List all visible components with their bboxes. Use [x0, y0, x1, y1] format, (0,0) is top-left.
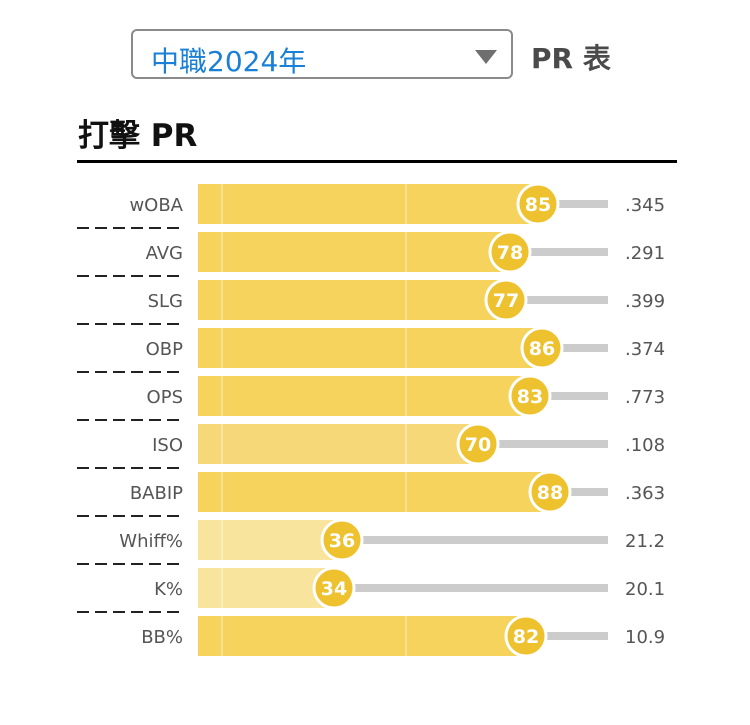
- stat-value-label: .363: [625, 483, 665, 504]
- pr-value-label: 70: [465, 434, 491, 456]
- pr-badge: [508, 374, 552, 418]
- season-select-value: 中職2024年: [151, 45, 307, 78]
- pr-badge: [484, 278, 528, 322]
- category-label: K%: [154, 579, 183, 600]
- pr-badge: [312, 566, 356, 610]
- bar-track: [530, 392, 608, 400]
- pr-value-label: 77: [493, 290, 519, 312]
- pr-value-label: 83: [517, 386, 543, 408]
- category-label: wOBA: [129, 195, 183, 216]
- bar-track: [538, 200, 608, 208]
- bar: [198, 280, 506, 320]
- pr-badge: [488, 230, 532, 274]
- stat-value-label: .399: [625, 291, 665, 312]
- stat-value-label: 20.1: [625, 579, 665, 600]
- pr-value-label: 78: [497, 242, 523, 264]
- bar: [198, 424, 478, 464]
- pr-badge: [320, 518, 364, 562]
- bar: [198, 472, 550, 512]
- bar: [198, 376, 530, 416]
- stat-value-label: .773: [625, 387, 665, 408]
- stat-value-label: .291: [625, 243, 665, 264]
- bar-track: [478, 440, 608, 448]
- bar: [198, 520, 342, 560]
- category-label: Whiff%: [119, 531, 183, 552]
- pr-value-label: 36: [329, 530, 355, 552]
- bar-track: [334, 584, 608, 592]
- stat-value-label: 10.9: [625, 627, 665, 648]
- bar-track: [526, 632, 608, 640]
- chevron-down-icon[interactable]: [475, 50, 497, 64]
- section-title: 打擊 PR: [78, 118, 198, 154]
- stat-value-label: .108: [625, 435, 665, 456]
- pr-badge: [516, 182, 560, 226]
- category-label: SLG: [148, 291, 183, 312]
- pr-value-label: 34: [321, 578, 347, 600]
- bar-track: [550, 488, 608, 496]
- category-label: AVG: [146, 243, 183, 264]
- category-label: OPS: [147, 387, 183, 408]
- section-divider: [77, 160, 677, 163]
- bar: [198, 328, 542, 368]
- pr-table-label: PR 表: [531, 42, 611, 75]
- pr-badge: [528, 470, 572, 514]
- pr-value-label: 88: [537, 482, 563, 504]
- bar-track: [542, 344, 608, 352]
- category-label: OBP: [146, 339, 184, 360]
- season-select[interactable]: 中職2024年: [131, 29, 513, 79]
- stat-value-label: .345: [625, 195, 665, 216]
- bar: [198, 616, 526, 656]
- category-label: BB%: [141, 627, 183, 648]
- bar: [198, 568, 334, 608]
- bar-track: [506, 296, 608, 304]
- category-label: BABIP: [130, 483, 183, 504]
- bar-track: [510, 248, 608, 256]
- pr-value-label: 82: [513, 626, 539, 648]
- pr-badge: [520, 326, 564, 370]
- category-label: ISO: [152, 435, 183, 456]
- pr-value-label: 86: [529, 338, 555, 360]
- bar: [198, 232, 510, 272]
- stat-value-label: .374: [625, 339, 665, 360]
- bar: [198, 184, 538, 224]
- stat-value-label: 21.2: [625, 531, 665, 552]
- bar-track: [342, 536, 608, 544]
- pr-badge: [456, 422, 500, 466]
- pr-badge: [504, 614, 548, 658]
- pr-value-label: 85: [525, 194, 551, 216]
